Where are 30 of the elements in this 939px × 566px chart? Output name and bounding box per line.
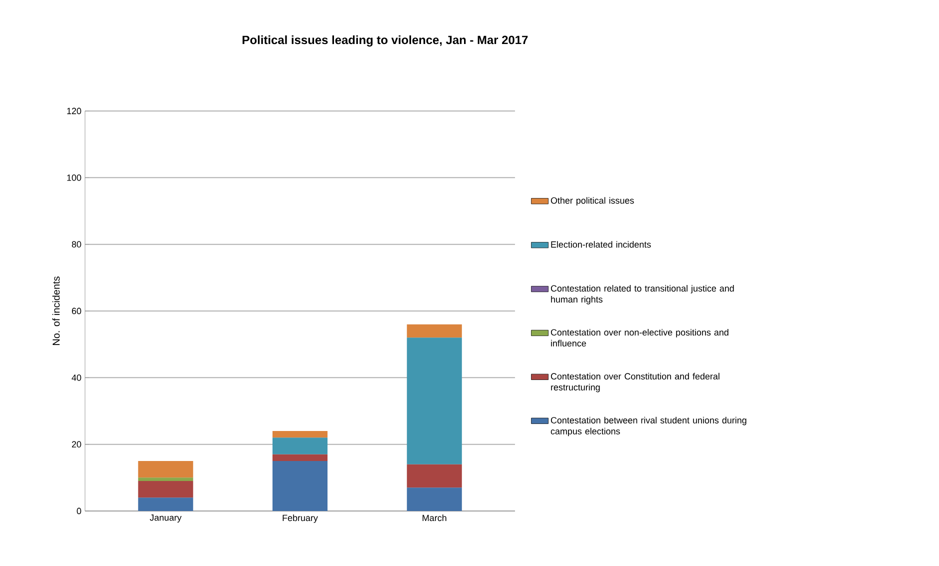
legend-label: Contestation over non-elective positions and influence	[550, 328, 728, 347]
chart-title: Political issues leading to violence, Jan - Mar 2017	[242, 35, 528, 47]
bar	[406, 324, 462, 338]
legend-label: Contestation related to transitional justice and human rights	[550, 285, 734, 304]
y-tick-label: 0	[76, 508, 82, 514]
bar	[406, 464, 462, 488]
bar	[138, 480, 194, 498]
bar	[138, 478, 194, 481]
y-tick-label: 60	[72, 308, 82, 314]
y-tick-label: 20	[72, 441, 82, 448]
legend-label: Other political issues	[550, 197, 634, 206]
legend-label: Contestation between rival student unions during campus elections	[550, 416, 746, 436]
x-tick-label: January	[150, 514, 182, 523]
y-tick-label: 100	[67, 174, 82, 181]
bar	[272, 430, 328, 438]
y-axis-title: No. of incidents	[52, 276, 60, 345]
x-tick-label: February	[282, 514, 318, 523]
bar	[406, 488, 462, 511]
legend-label: Election-related incidents	[551, 241, 651, 248]
bar	[272, 454, 328, 461]
bar	[272, 438, 328, 454]
bar	[406, 338, 462, 464]
bar	[272, 460, 328, 511]
y-tick-label: 120	[67, 108, 82, 114]
y-tick-label: 80	[72, 241, 82, 248]
legend-label: Contestation over Constitution and federal restructuring	[550, 372, 720, 392]
bar	[138, 498, 194, 511]
x-tick-label: March	[422, 514, 446, 522]
y-tick-label: 40	[72, 374, 82, 381]
bar	[138, 460, 194, 478]
